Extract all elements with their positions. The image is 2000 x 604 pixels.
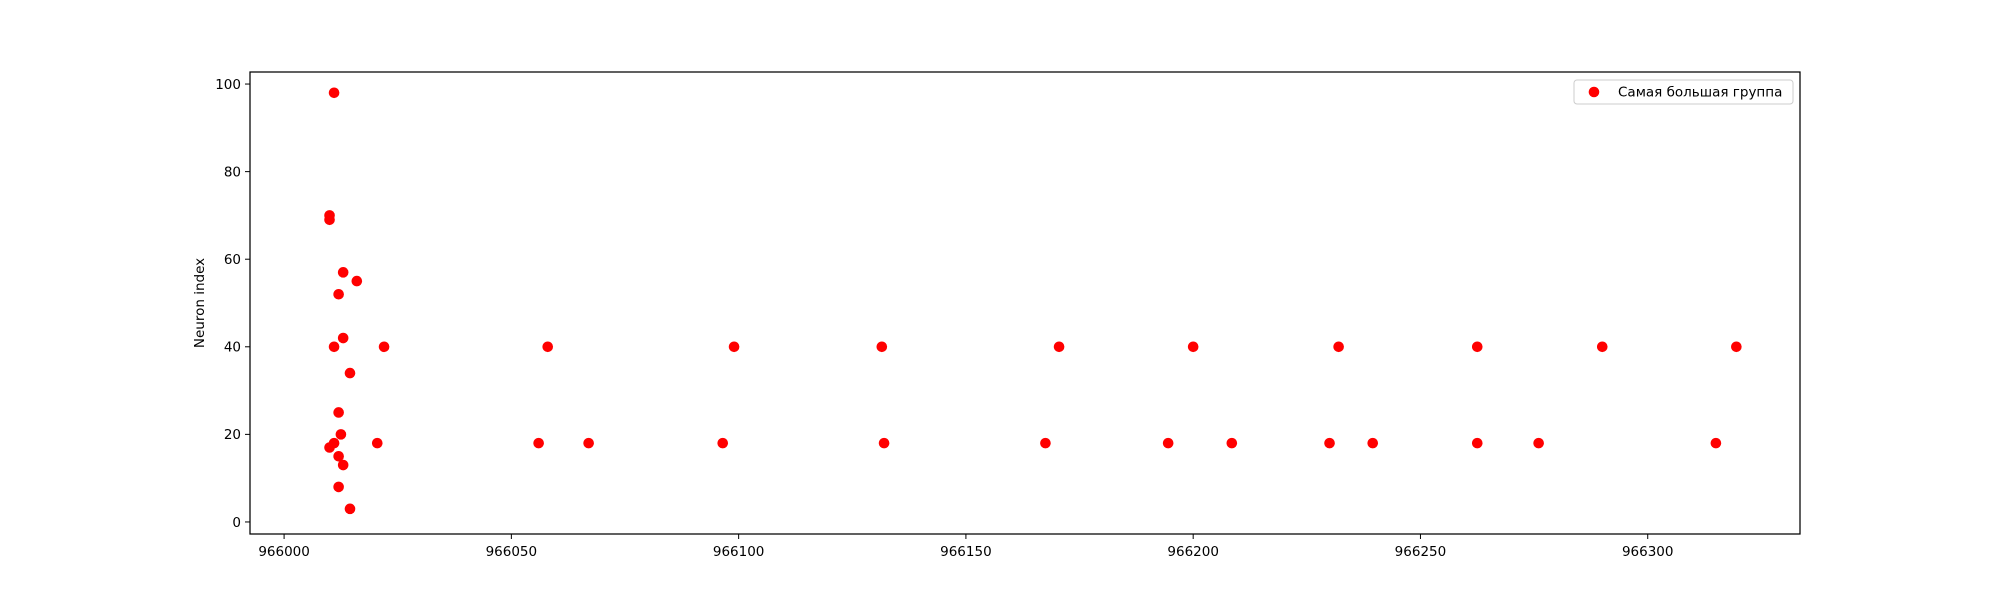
x-tick-label: 966050 [486,544,538,560]
data-point [333,407,344,418]
data-point [337,332,349,344]
data-point [1324,437,1335,449]
data-point [324,214,335,226]
y-tick-label: 60 [224,252,241,268]
points-layer [324,87,1742,515]
data-point [351,275,363,287]
data-point [335,429,347,440]
x-axis-ticks: 966000 966050 966100 966150 966200 966250 9663… [258,534,1674,560]
data-point [878,437,890,449]
data-point [378,341,390,353]
x-tick-label: 966250 [1395,544,1447,560]
x-tick-label: 966300 [1622,544,1674,560]
data-point [1040,437,1051,449]
data-point [337,267,349,278]
data-point [1533,437,1544,449]
data-point [333,450,344,462]
plot-frame [249,71,1801,535]
x-tick-label: 966150 [940,544,992,560]
y-tick-label: 80 [224,164,241,180]
data-point [1053,341,1065,353]
data-point [1471,437,1483,449]
y-axis-ticks: 0 20 40 60 80 100 [215,77,250,531]
data-point [1710,437,1722,449]
data-point [876,341,888,353]
data-point [1367,437,1379,449]
data-point [328,87,340,99]
data-point [542,341,554,353]
y-tick-label: 40 [224,340,241,356]
data-point [333,481,344,493]
data-point [583,437,594,449]
data-point [337,459,349,471]
data-point [728,341,740,353]
y-tick-label: 0 [232,515,241,531]
data-point [533,437,544,449]
y-axis-label: Neuron index [192,258,208,348]
data-point [1187,341,1199,353]
data-point [1471,341,1483,353]
data-point [1596,341,1608,353]
data-point [1162,437,1174,449]
data-point [1226,437,1238,449]
x-tick-label: 966200 [1167,544,1219,560]
data-point [717,437,729,449]
data-point [344,367,356,379]
data-point [328,437,340,449]
x-tick-label: 966000 [258,544,310,560]
data-point [344,503,356,515]
x-tick-label: 966100 [713,544,765,560]
legend-marker [1588,86,1600,98]
y-tick-label: 20 [224,427,241,443]
y-tick-label: 100 [215,77,241,93]
data-point [1731,341,1742,353]
data-point [328,341,340,353]
legend: Самая большая группа [1573,79,1794,105]
legend-label: Самая большая группа [1618,85,1782,101]
data-point [371,437,383,449]
data-point [1333,341,1344,353]
legend-box [1573,79,1794,105]
data-point [333,288,344,300]
